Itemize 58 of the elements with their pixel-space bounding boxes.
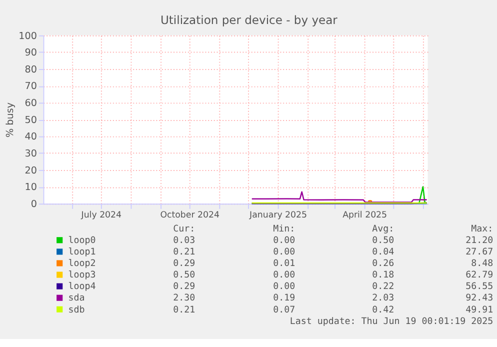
text: 2.03 bbox=[372, 294, 394, 304]
text: 62.79 bbox=[466, 270, 494, 281]
text: 0.22 bbox=[372, 282, 394, 292]
y-tick-label: 50 bbox=[24, 114, 38, 126]
y-tick-label: 70 bbox=[24, 81, 38, 92]
legend-label: loop2 bbox=[68, 259, 96, 270]
x-tick-label: April 2025 bbox=[342, 210, 388, 221]
line-series bbox=[251, 191, 428, 203]
text: 0.01 bbox=[273, 259, 296, 270]
legend-label: loop4 bbox=[68, 282, 96, 292]
y-tick-label: 60 bbox=[24, 98, 38, 110]
x-tick-label: July 2024 bbox=[80, 210, 122, 221]
text: Last update: Thu Jun 19 00:01:19 2025 bbox=[290, 316, 494, 327]
x-tick-label: October 2024 bbox=[160, 210, 220, 221]
y-tick-label: 100 bbox=[18, 30, 38, 42]
legend-label: sdb bbox=[68, 305, 85, 316]
y-tick-label: 20 bbox=[24, 165, 38, 176]
text: 0.26 bbox=[372, 259, 394, 270]
text: Min: bbox=[273, 224, 296, 235]
y-axis-title: % busy bbox=[4, 102, 16, 138]
text: 0.00 bbox=[273, 236, 296, 246]
text: 0.50 bbox=[372, 236, 394, 246]
y-tick-label: 90 bbox=[24, 48, 38, 59]
text: Cur: bbox=[173, 224, 196, 235]
y-tick-label: 40 bbox=[24, 132, 38, 143]
legend-label: sda bbox=[68, 294, 85, 304]
text: Max: bbox=[471, 224, 494, 235]
text: 8.48 bbox=[471, 259, 494, 270]
text: Avg: bbox=[372, 224, 394, 235]
text: 21.20 bbox=[466, 236, 494, 246]
text: 0.00 bbox=[273, 282, 296, 292]
text: 0.42 bbox=[372, 305, 394, 316]
x-tick-label: January 2025 bbox=[248, 210, 308, 221]
text: 0.50 bbox=[173, 270, 196, 281]
text: 56.55 bbox=[466, 282, 494, 292]
chart-title: Utilization per device - by year bbox=[160, 12, 338, 27]
text: 92.43 bbox=[466, 294, 494, 304]
y-tick-label: 0 bbox=[30, 198, 38, 210]
text: 0.00 bbox=[273, 270, 296, 281]
text: 0.29 bbox=[173, 282, 196, 292]
text: 0.18 bbox=[372, 270, 394, 281]
y-tick-label: 80 bbox=[24, 64, 38, 76]
text: 0.29 bbox=[173, 259, 196, 270]
text: 0.00 bbox=[273, 248, 296, 258]
text: 0.19 bbox=[273, 294, 296, 304]
legend-label: loop0 bbox=[68, 236, 96, 246]
text: 0.07 bbox=[273, 305, 296, 316]
text: 0.21 bbox=[173, 305, 196, 316]
text: 2.30 bbox=[173, 294, 196, 304]
legend-label: loop1 bbox=[68, 248, 96, 258]
text: 27.67 bbox=[466, 248, 494, 258]
text: 0.04 bbox=[372, 248, 395, 258]
text: 49.91 bbox=[466, 305, 494, 316]
legend-label: loop3 bbox=[68, 270, 96, 281]
text: 0.21 bbox=[173, 248, 196, 258]
y-tick-label: 10 bbox=[24, 182, 38, 194]
y-tick-label: 30 bbox=[24, 148, 38, 160]
text: 0.03 bbox=[173, 236, 196, 246]
